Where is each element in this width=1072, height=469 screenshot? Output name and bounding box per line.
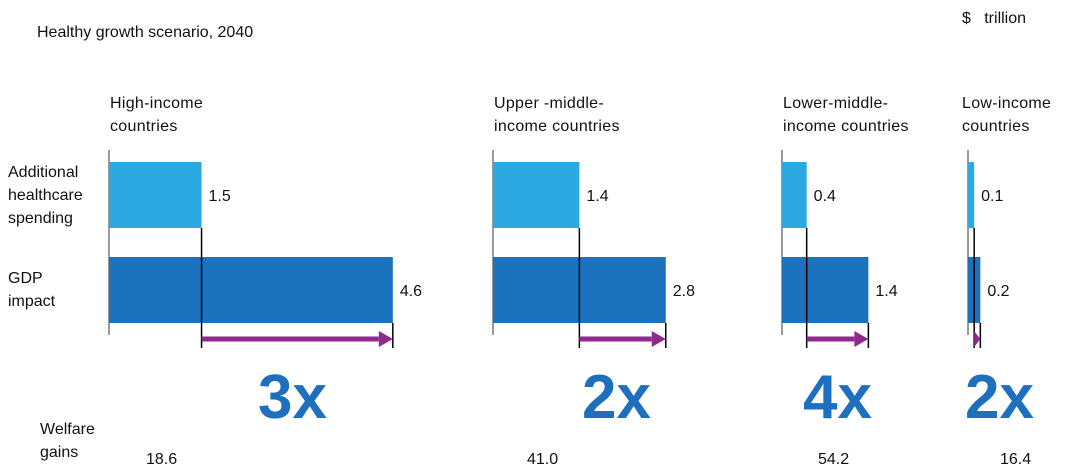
row-label-healthcare: Additional healthcare spending [8,161,83,230]
label-gdp-upper-middle-income: 2.8 [673,283,695,300]
bar-healthcare-high-income [109,162,202,228]
welfare-value-high-income: 18.6 [146,451,178,468]
row-label-healthcare-line: Additional [8,164,79,181]
group-title-line: income countries [783,118,909,135]
row-label-welfare: Welfare gains [40,418,95,464]
group-title-upper-middle-income: Upper -middle- income countries [494,92,620,138]
group-title-high-income: High-income countries [110,92,203,138]
bar-healthcare-upper-middle-income [493,162,580,228]
label-gdp-lower-middle-income: 1.4 [875,283,897,300]
arrow-head-low-income [974,331,981,347]
group-title-line: High-income [110,95,204,112]
group-title-lower-middle-income: Lower-middle- income countries [783,92,909,138]
label-gdp-high-income: 4.6 [400,283,422,300]
chart-subtitle: Healthy growth scenario, 2040 [37,24,254,41]
label-healthcare-upper-middle-income: 1.4 [586,188,608,205]
welfare-value-lower-middle-income: 54.2 [818,451,850,468]
welfare-value-low-income: 16.4 [1000,451,1032,468]
arrow-head-high-income [378,331,393,347]
label-healthcare-high-income: 1.5 [209,188,231,205]
bar-healthcare-lower-middle-income [782,162,807,228]
group-title-line: Low-income [962,95,1052,112]
row-label-gdp: GDP impact [8,267,55,313]
group-title-line: Lower-middle- [783,95,889,112]
arrow-head-upper-middle-income [651,331,666,347]
multiplier-upper-middle-income: 2x [582,363,651,432]
group-title-low-income: Low-income countries [962,92,1051,138]
unit-label: $ trillion [962,10,1027,27]
row-label-welfare-line: Welfare [40,421,95,438]
bar-gdp-high-income [109,257,393,323]
row-label-healthcare-line: healthcare [8,187,83,204]
label-gdp-low-income: 0.2 [987,283,1009,300]
group-title-line: income countries [494,118,620,135]
group-title-line: countries [110,118,178,135]
group-title-line: countries [962,118,1030,135]
multiplier-high-income: 3x [258,363,327,432]
row-label-gdp-line: impact [8,293,56,310]
row-label-welfare-line: gains [40,444,79,461]
bar-gdp-lower-middle-income [782,257,869,323]
row-label-healthcare-line: spending [8,210,73,227]
bar-healthcare-low-income [968,162,975,228]
arrow-head-lower-middle-income [854,331,869,347]
multiplier-low-income: 2x [965,363,1034,432]
group-title-line: Upper -middle- [494,95,605,112]
row-label-gdp-line: GDP [8,270,43,287]
label-healthcare-lower-middle-income: 0.4 [814,188,836,205]
label-healthcare-low-income: 0.1 [981,188,1003,205]
multiplier-lower-middle-income: 4x [803,363,872,432]
welfare-value-upper-middle-income: 41.0 [527,451,559,468]
